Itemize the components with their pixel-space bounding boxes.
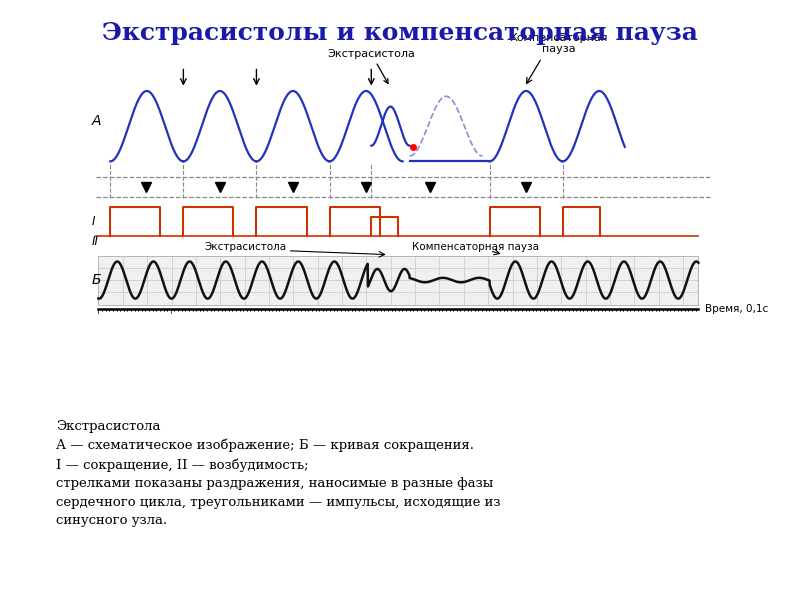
Text: Экстрасистола
А — схематическое изображение; Б — кривая сокращения.
I — сокращен: Экстрасистола А — схематическое изображе… [56,420,501,527]
Text: Компенсаторная пауза: Компенсаторная пауза [412,242,539,252]
Text: I: I [91,215,95,228]
Bar [98,256,698,304]
Text: Экстрасистолы и компенсаторная пауза: Экстрасистолы и компенсаторная пауза [102,21,698,45]
Text: А: А [91,114,101,128]
Text: Время, 0,1с: Время, 0,1с [706,304,769,314]
Text: II: II [91,235,98,248]
Text: Экстрасистола: Экстрасистола [327,49,415,83]
Text: Экстрасистола: Экстрасистола [205,242,287,252]
Text: Компенсаторная
пауза: Компенсаторная пауза [510,33,609,55]
Text: Б: Б [91,273,101,287]
